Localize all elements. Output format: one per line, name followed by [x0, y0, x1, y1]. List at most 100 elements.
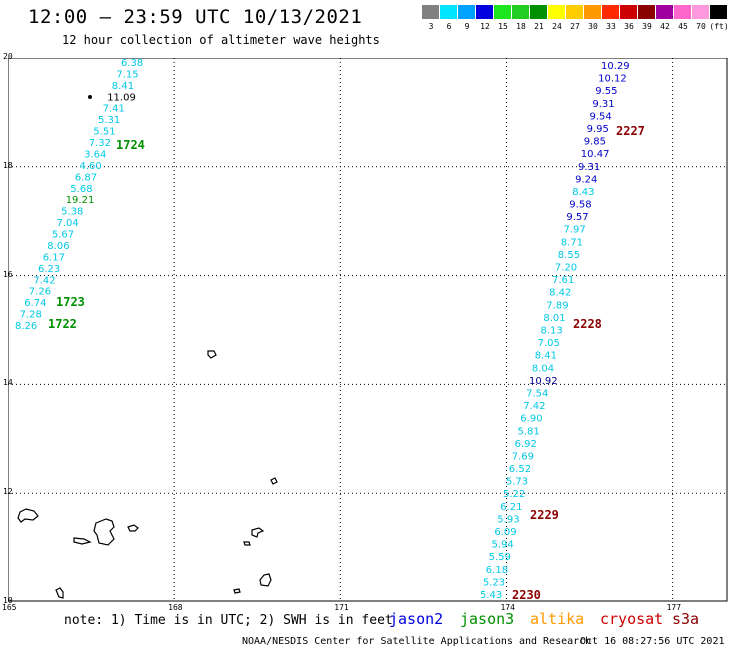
pass-number-label: 1722 [48, 317, 77, 331]
wave-height-value: 6.90 [520, 414, 542, 425]
graticule [8, 58, 728, 602]
wave-height-value: 7.15 [116, 69, 138, 80]
scale-bin: 21 [530, 5, 548, 31]
scale-bin: 70 [692, 5, 710, 31]
scale-swatch [476, 5, 494, 19]
latitude-tick-label: 10 [3, 596, 13, 605]
island-outline [93, 518, 115, 546]
wave-height-value: 7.69 [512, 452, 534, 463]
scale-bin: 27 [566, 5, 584, 31]
wave-height-value: 7.41 [103, 104, 125, 115]
map-title: 12:00 – 23:59 UTC 10/13/2021 [28, 6, 363, 28]
scale-swatch [710, 5, 728, 19]
altimeter-map: 6.387.158.4111.097.415.315.517.323.644.6… [8, 58, 728, 602]
scale-label: 12 [480, 22, 490, 31]
latitude-tick-label: 16 [3, 269, 13, 279]
legend-item-s3a: s3a [672, 610, 700, 628]
scale-label: 18 [516, 22, 526, 31]
scale-bin: 42 [656, 5, 674, 31]
scale-bin: 33 [602, 5, 620, 31]
wave-height-value: 6.23 [38, 264, 60, 275]
scale-swatch [584, 5, 602, 19]
scale-label: 15 [498, 22, 508, 31]
wave-height-value: 11.09 [107, 92, 136, 103]
island-outline [259, 573, 272, 587]
wave-height-value: 9.85 [584, 137, 606, 148]
latitude-tick-label: 20 [3, 52, 13, 61]
wave-height-value: 7.20 [555, 263, 577, 274]
scale-label: 27 [570, 22, 580, 31]
pass-labels: 1724 1723 1722 2227 2228 2229 2230 [48, 124, 645, 602]
wave-height-value: 9.55 [595, 86, 617, 97]
wave-height-value: 7.28 [20, 310, 42, 321]
scale-swatch [566, 5, 584, 19]
scale-swatch [674, 5, 692, 19]
scale-swatch [494, 5, 512, 19]
pass-number-label: 2228 [573, 317, 602, 331]
wave-height-value: 7.42 [523, 401, 545, 412]
wave-height-value: 9.31 [592, 99, 614, 110]
wave-height-value: 8.43 [572, 187, 594, 198]
scale-swatch [440, 5, 458, 19]
pass-number-label: 2227 [616, 124, 645, 138]
scale-bin: 12 [476, 5, 494, 31]
wave-height-value: 5.93 [497, 514, 519, 525]
wave-height-value: 8.04 [532, 363, 554, 374]
scale-swatch [638, 5, 656, 19]
wave-height-value: 8.13 [541, 326, 563, 337]
wave-height-value: 19.21 [66, 195, 95, 206]
scale-label: 9 [464, 22, 470, 31]
wave-height-value: 5.68 [70, 184, 92, 195]
latitude-tick-label: 12 [3, 487, 13, 497]
scale-label: 6 [446, 22, 452, 31]
wave-height-value: 8.41 [112, 81, 134, 92]
wave-height-value: 9.58 [569, 200, 591, 211]
wave-height-value: 6.09 [494, 527, 516, 538]
wave-height-value: 7.04 [57, 218, 79, 229]
scale-bin: 24 [548, 5, 566, 31]
wave-height-value: 7.26 [29, 287, 51, 298]
wave-height-tracks: 6.387.158.4111.097.415.315.517.323.644.6… [15, 58, 630, 601]
wave-height-value: 6.18 [486, 565, 508, 576]
wave-height-value: 6.87 [75, 172, 97, 183]
longitude-tick-label: 177 [666, 603, 682, 612]
generation-timestamp: Oct 16 08:27:56 UTC 2021 [580, 636, 725, 647]
wave-height-value: 7.54 [526, 389, 548, 400]
wave-height-value: 6.74 [24, 298, 46, 309]
wave-height-value: 9.57 [566, 212, 588, 223]
island-outline [127, 524, 139, 532]
legend-item-cryosat: cryosat [600, 610, 664, 628]
scale-bin: 45 [674, 5, 692, 31]
scale-label: 30 [588, 22, 598, 31]
wave-height-value: 5.23 [483, 577, 505, 588]
scale-label: 45 [678, 22, 688, 31]
wave-height-value: 5.43 [480, 590, 502, 601]
wave-height-value: 6.92 [515, 439, 537, 450]
scale-swatch [692, 5, 710, 19]
wave-height-value: 10.29 [601, 61, 630, 72]
legend-item-altika: altika [530, 610, 585, 628]
scale-bin: 6 [440, 5, 458, 31]
wave-height-value: 9.54 [590, 111, 612, 122]
pass-number-label: 2230 [512, 588, 541, 602]
wave-height-value: 5.38 [61, 207, 83, 218]
scale-label: 42 [660, 22, 670, 31]
wave-height-value: 5.59 [489, 552, 511, 563]
wave-height-value: 3.64 [84, 150, 106, 161]
wave-height-color-scale: 3 6 9 12 15 18 21 24 27 30 33 36 39 42 45 70 (ft) [422, 5, 729, 31]
wave-height-value: 6.52 [509, 464, 531, 475]
pass-number-label: 1723 [56, 295, 85, 309]
scale-swatch [620, 5, 638, 19]
wave-height-value: 7.42 [33, 275, 55, 286]
scale-label: 39 [642, 22, 652, 31]
wave-height-value: 8.71 [561, 237, 583, 248]
footer-note: note: 1) Time is in UTC; 2) SWH is in fe… [64, 613, 393, 628]
wave-height-value: 7.89 [546, 300, 568, 311]
legend-item-jason3: jason3 [460, 610, 515, 628]
island-outline [207, 350, 217, 359]
island-outline [270, 477, 278, 485]
scale-label: 21 [534, 22, 544, 31]
wave-height-value: 8.42 [549, 288, 571, 299]
scale-swatch [548, 5, 566, 19]
wave-height-value: 8.26 [15, 321, 37, 332]
